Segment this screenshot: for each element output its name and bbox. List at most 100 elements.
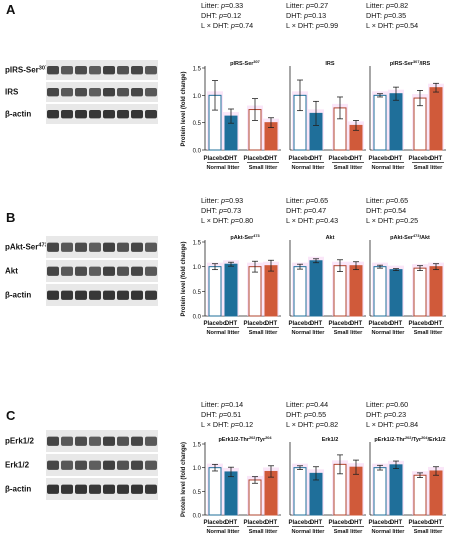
bar-label: DHT — [310, 321, 323, 327]
stat-line-p: p — [220, 196, 225, 205]
bar — [293, 467, 307, 516]
bar — [248, 479, 262, 516]
blot-label-text: β-actin — [5, 291, 31, 300]
group-label: Normal litter — [292, 330, 326, 336]
chart-title-post: /IRS — [419, 61, 430, 67]
blot-strip-band — [103, 110, 115, 119]
group-label: Small litter — [334, 165, 363, 171]
stat-line-label: L × DHT: — [366, 420, 396, 429]
blot-strip-band — [117, 290, 129, 300]
chart-title-text: pErk1/2-Thr — [218, 437, 249, 443]
blot-label: β-actin — [5, 291, 31, 300]
bar — [224, 263, 238, 317]
stat-line: Litter: p=0.82 — [366, 1, 408, 10]
stat-line-value: =0.12 — [235, 420, 253, 429]
chart-title-sup2: 204 — [265, 436, 272, 440]
stat-line: DHT: p=0.55 — [286, 410, 326, 419]
blot-strip-band — [75, 110, 87, 119]
stat-line-p: p — [385, 400, 390, 409]
chart-title: pAkt-Ser473/Akt — [390, 234, 430, 241]
stat-line-value: =0.73 — [223, 206, 241, 215]
stat-line: DHT: p=0.51 — [201, 410, 241, 419]
bar-label: DHT — [310, 156, 323, 162]
stat-line-label: L × DHT: — [286, 21, 316, 30]
bar — [413, 474, 427, 516]
stat-line-label: Litter: — [201, 1, 221, 10]
chart-title: pIRS-Ser307 — [230, 60, 260, 67]
blot-strip-band — [103, 290, 115, 300]
blot-strip-band — [145, 460, 157, 470]
stat-line-label: Litter: — [286, 400, 306, 409]
stat-line-value: =0.14 — [225, 400, 243, 409]
blot-strip-band — [75, 436, 87, 446]
stat-line-value: =0.60 — [390, 400, 408, 409]
blot-strip-band — [47, 242, 59, 252]
y-tick-label: 1.5 — [193, 241, 202, 247]
stat-line: DHT: p=0.23 — [366, 410, 406, 419]
blot-label-text: IRS — [5, 87, 19, 96]
blot-strip-band — [75, 242, 87, 252]
blot-strip-band — [47, 290, 59, 300]
blot-strip-band — [103, 484, 115, 494]
stat-line-p: p — [383, 11, 388, 20]
y-tick-label: 1.5 — [193, 67, 202, 73]
bar-label: DHT — [225, 156, 238, 162]
blot-strip-band — [75, 66, 87, 75]
stat-line-p: p — [218, 11, 223, 20]
blot-strip-bg — [46, 60, 158, 80]
y-tick-label: 1.0 — [193, 466, 202, 472]
bar-label: DHT — [390, 321, 403, 327]
blot-strip-band — [61, 266, 73, 276]
bar-label: DHT — [265, 321, 278, 327]
stat-line-label: Litter: — [201, 196, 221, 205]
y-tick-label: 1.0 — [193, 265, 202, 271]
stat-line-label: L × DHT: — [286, 216, 316, 225]
stat-line-p: p — [383, 410, 388, 419]
chart-title-post: /Tyr — [411, 437, 422, 443]
stat-line-label: Litter: — [286, 196, 306, 205]
stat-line: DHT: p=0.73 — [201, 206, 241, 215]
stat-line: DHT: p=0.47 — [286, 206, 326, 215]
chart-title-sup2: 204 — [421, 436, 428, 440]
blot-strip-band — [47, 484, 59, 494]
blot-strip-bg — [46, 82, 158, 102]
stat-line-value: =0.65 — [310, 196, 328, 205]
blot-label-sup: 307 — [39, 65, 48, 71]
bar-label: DHT — [310, 520, 323, 526]
bar-label: Placebo — [368, 520, 391, 526]
blot-strip-band — [145, 110, 157, 119]
stat-line: L × DHT: p=0.54 — [366, 21, 418, 30]
stat-line: L × DHT: p=0.82 — [286, 420, 338, 429]
blot-strip-band — [89, 436, 101, 446]
panel-letter: B — [6, 210, 15, 225]
blot-strip-band — [117, 88, 129, 97]
bar-label: Placebo — [408, 520, 431, 526]
stat-line-p: p — [230, 216, 235, 225]
blot-label-text: β-actin — [5, 109, 31, 118]
group-label: Small litter — [334, 529, 363, 535]
bar-label: DHT — [430, 520, 443, 526]
bar — [224, 471, 238, 516]
blot-strip-band — [117, 110, 129, 119]
group-label: Normal litter — [372, 529, 406, 535]
stat-line-p: p — [395, 216, 400, 225]
stat-line-label: Litter: — [366, 1, 386, 10]
blot-strip-band — [103, 266, 115, 276]
bar-label: Placebo — [243, 321, 266, 327]
stat-line-value: =0.35 — [388, 11, 406, 20]
bar-label: DHT — [265, 520, 278, 526]
chart-title: pErk1/2-Thr202/Tyr204 — [218, 436, 272, 443]
stat-line-value: =0.44 — [310, 400, 328, 409]
stat-line-label: DHT: — [201, 206, 219, 215]
stat-line-label: Litter: — [201, 400, 221, 409]
chart-title: IRS — [325, 61, 335, 67]
bar-label: Placebo — [368, 156, 391, 162]
stat-line: L × DHT: p=0.84 — [366, 420, 418, 429]
chart-title: Erk1/2 — [322, 437, 339, 443]
blot-strip-band — [117, 266, 129, 276]
blot-strip-band — [131, 66, 143, 75]
blot-strip-band — [61, 242, 73, 252]
blot-label: β-actin — [5, 109, 31, 118]
